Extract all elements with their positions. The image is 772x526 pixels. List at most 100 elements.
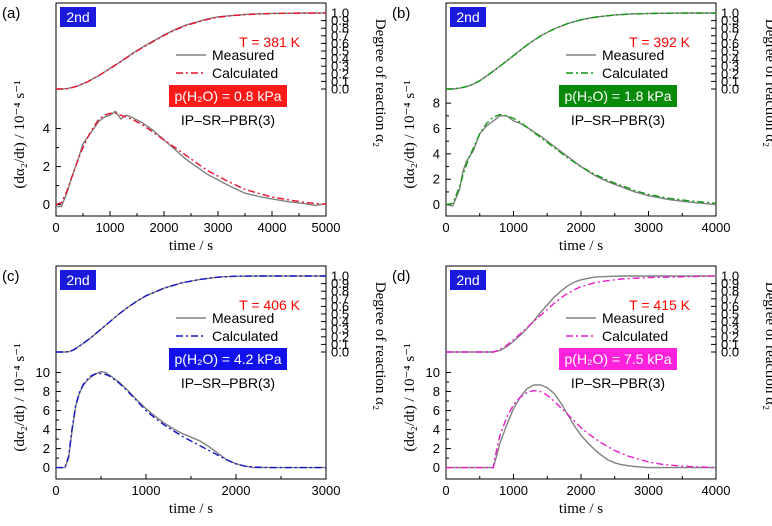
- temperature-label: T = 381 K: [239, 34, 301, 50]
- alpha-tick-label: 0.6: [721, 299, 739, 314]
- series-line-calculated-rate: [55, 112, 327, 206]
- series-line-calculated-alpha: [56, 12, 327, 90]
- x-tick-label: 0: [52, 483, 59, 498]
- series-line-calculated-rate: [56, 372, 326, 469]
- alpha-tick-label: 0.8: [331, 284, 349, 299]
- alpha-tick-label: 1.0: [331, 269, 349, 284]
- x-tick-label: 1000: [499, 220, 528, 235]
- x-axis-label: time / s: [169, 501, 213, 517]
- alpha-tick-label: 0.3: [331, 59, 349, 74]
- alpha-tick-label: 0.4: [721, 314, 739, 329]
- left-axis-label: (dα₂/dt) / 10⁻⁴ s⁻¹: [12, 343, 28, 451]
- alpha-tick-label: 0.7: [331, 291, 349, 306]
- alpha-tick-label: 0.4: [331, 314, 349, 329]
- series-line-measured-alpha: [446, 12, 716, 90]
- alpha-tick-label: 0.1: [721, 337, 739, 352]
- x-tick-label: 0: [442, 220, 449, 235]
- series-line-measured-rate: [446, 384, 716, 469]
- legend-label-measured: Measured: [602, 47, 664, 63]
- alpha-tick-label: 0.0: [331, 82, 349, 97]
- alpha-tick-label: 0.6: [331, 299, 349, 314]
- alpha-tick-label: 0.2: [721, 329, 739, 344]
- alpha-tick-label: 0.8: [721, 21, 739, 36]
- x-tick-label: 1000: [132, 483, 161, 498]
- panel-label: (c): [2, 268, 20, 285]
- x-axis-label: time / s: [559, 238, 603, 254]
- alpha-tick-label: 0.7: [721, 28, 739, 43]
- rate-tick-label: 8: [433, 384, 440, 399]
- alpha-tick-label: 0.4: [331, 51, 349, 66]
- badge-text: 2nd: [66, 272, 89, 288]
- rate-tick-label: 4: [43, 422, 50, 437]
- badge-box: [60, 270, 96, 290]
- rate-tick-label: 6: [433, 121, 440, 136]
- alpha-tick-label: 0.9: [331, 13, 349, 28]
- alpha-tick-label: 0.7: [331, 28, 349, 43]
- model-label: IP–SR–PBR(3): [571, 375, 665, 391]
- pressure-box: [169, 85, 287, 107]
- badge-text: 2nd: [456, 272, 479, 288]
- alpha-tick-label: 0.3: [721, 322, 739, 337]
- alpha-tick-label: 0.6: [331, 36, 349, 51]
- series-line-calculated-rate: [445, 113, 717, 206]
- rate-tick-label: 8: [43, 384, 50, 399]
- rate-tick-label: 0: [433, 460, 440, 475]
- rate-tick-label: 2: [433, 172, 440, 187]
- x-tick-label: 4000: [702, 220, 731, 235]
- model-label: IP–SR–PBR(3): [181, 375, 275, 391]
- pressure-label: p(H₂O) = 7.5 kPa: [565, 351, 672, 367]
- series-line-calculated-rate: [446, 389, 717, 469]
- pressure-label: p(H₂O) = 1.8 kPa: [565, 88, 672, 104]
- alpha-tick-label: 0.6: [721, 36, 739, 51]
- legend-label-calculated: Calculated: [602, 328, 668, 344]
- alpha-tick-label: 0.2: [331, 66, 349, 81]
- x-tick-label: 0: [442, 483, 449, 498]
- model-label: IP–SR–PBR(3): [181, 112, 275, 128]
- alpha-tick-label: 0.1: [331, 337, 349, 352]
- badge-text: 2nd: [456, 9, 479, 25]
- x-tick-label: 2000: [567, 220, 596, 235]
- alpha-tick-label: 0.3: [331, 322, 349, 337]
- alpha-tick-label: 0.2: [331, 329, 349, 344]
- left-axis-label: (dα₂/dt) / 10⁻⁴ s⁻¹: [12, 80, 28, 188]
- alpha-tick-label: 0.5: [721, 44, 739, 59]
- rate-tick-label: 10: [36, 365, 50, 380]
- x-tick-label: 1000: [499, 483, 528, 498]
- rate-tick-label: 10: [426, 365, 440, 380]
- alpha-tick-label: 0.9: [721, 13, 739, 28]
- x-tick-label: 2000: [222, 483, 251, 498]
- badge-box: [450, 270, 486, 290]
- rate-tick-label: 0: [43, 197, 50, 212]
- alpha-tick-label: 0.8: [331, 21, 349, 36]
- series-line-measured-alpha: [56, 275, 326, 353]
- x-tick-label: 1000: [96, 220, 125, 235]
- rate-tick-label: 0: [433, 197, 440, 212]
- x-tick-label: 3000: [634, 483, 663, 498]
- right-axis-label: Degree of reaction α₂: [762, 282, 772, 410]
- rate-tick-label: 2: [43, 441, 50, 456]
- right-axis-label: Degree of reaction α₂: [372, 282, 388, 410]
- alpha-tick-label: 0.9: [721, 276, 739, 291]
- panel-label: (b): [392, 5, 410, 22]
- alpha-tick-label: 0.7: [721, 291, 739, 306]
- pressure-box: [559, 348, 677, 370]
- panel-label: (a): [2, 5, 20, 22]
- badge-text: 2nd: [66, 9, 89, 25]
- rate-tick-label: 8: [433, 96, 440, 111]
- x-tick-label: 3000: [634, 220, 663, 235]
- x-tick-label: 2000: [567, 483, 596, 498]
- panel-label: (d): [392, 268, 410, 285]
- model-label: IP–SR–PBR(3): [571, 112, 665, 128]
- x-tick-label: 0: [52, 220, 59, 235]
- rate-tick-label: 2: [433, 441, 440, 456]
- rate-tick-label: 4: [433, 146, 440, 161]
- pressure-box: [559, 85, 677, 107]
- alpha-tick-label: 0.1: [331, 74, 349, 89]
- x-tick-label: 3000: [204, 220, 233, 235]
- pressure-box: [169, 348, 287, 370]
- legend-label-measured: Measured: [212, 310, 274, 326]
- badge-box: [60, 7, 96, 27]
